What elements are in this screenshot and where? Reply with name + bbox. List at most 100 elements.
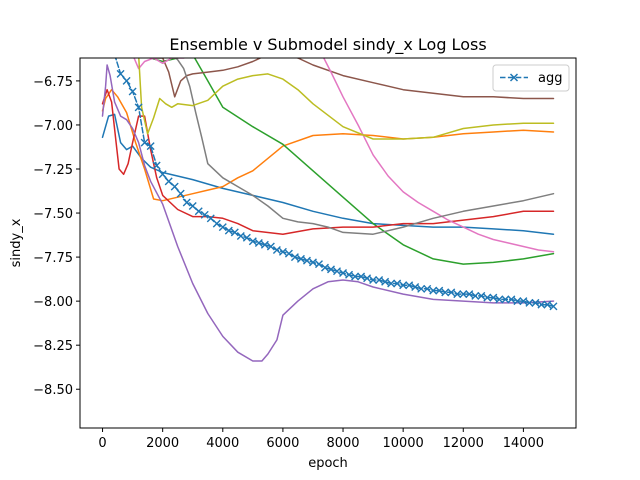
agg-point-marker xyxy=(429,286,438,295)
agg-point-marker xyxy=(453,290,462,299)
agg-point-marker xyxy=(134,103,143,112)
agg-point-marker xyxy=(212,219,221,228)
agg-point-marker xyxy=(483,293,492,302)
y-tick-label: −6.75 xyxy=(33,75,73,90)
x-tick-label: 6000 xyxy=(266,436,299,451)
agg-point-marker xyxy=(423,284,432,293)
agg-point-marker xyxy=(537,300,546,309)
agg-point-marker xyxy=(369,276,378,284)
y-tick-label: −8.25 xyxy=(33,339,73,354)
x-tick-label: 10000 xyxy=(382,436,423,451)
agg-point-marker xyxy=(176,189,185,198)
agg-point-marker xyxy=(242,233,251,242)
agg-point-marker xyxy=(345,270,354,279)
agg-point-marker xyxy=(333,267,342,276)
agg-point-marker xyxy=(266,242,275,251)
legend-label-agg: agg xyxy=(538,71,562,86)
agg-point-marker xyxy=(411,283,420,292)
agg-point-marker xyxy=(459,290,468,299)
legend-box xyxy=(492,64,570,92)
x-tick-label: 12000 xyxy=(443,436,484,451)
agg-point-marker xyxy=(260,240,269,249)
agg-point-marker xyxy=(314,260,323,269)
agg-point-marker xyxy=(393,279,402,288)
agg-point-marker xyxy=(471,291,480,300)
agg-point-marker xyxy=(200,210,209,219)
agg-point-marker xyxy=(387,279,396,288)
agg-point-marker xyxy=(116,69,125,78)
agg-point-marker xyxy=(417,284,426,293)
agg-point-marker xyxy=(381,277,390,286)
y-tick-label: −8.50 xyxy=(33,383,73,398)
agg-point-marker xyxy=(447,288,456,297)
agg-point-marker xyxy=(296,254,305,263)
series-line-submodel xyxy=(133,58,555,253)
agg-point-marker xyxy=(308,258,317,267)
agg-point-marker xyxy=(182,198,191,207)
agg-point-marker xyxy=(549,302,558,311)
plot-frame xyxy=(79,57,577,429)
series-line-submodel xyxy=(138,58,555,140)
agg-point-marker xyxy=(248,237,257,246)
agg-point-marker xyxy=(525,298,534,307)
series-line-submodel xyxy=(101,64,555,362)
series-layer xyxy=(101,58,558,362)
agg-point-marker xyxy=(375,276,384,284)
legend: agg xyxy=(492,64,570,92)
agg-point-marker xyxy=(302,256,311,265)
agg-point-marker xyxy=(152,161,161,170)
agg-point-marker xyxy=(435,286,444,295)
x-tick-label: 2000 xyxy=(146,436,179,451)
agg-point-marker xyxy=(218,223,227,232)
legend-marker-agg xyxy=(509,73,519,82)
y-tick-label: −7.50 xyxy=(33,207,73,222)
agg-point-marker xyxy=(290,253,299,262)
agg-point-marker xyxy=(357,272,366,281)
y-axis: −8.50 −8.25 −8.00 −7.75 −7.50 −7.25 −7.00 −6.75 xyxy=(33,75,80,398)
y-tick-label: −7.25 xyxy=(33,163,73,178)
agg-point-marker xyxy=(507,295,516,304)
agg-point-marker xyxy=(122,76,131,85)
y-tick-label: −7.75 xyxy=(33,251,73,266)
x-tick-label: 14000 xyxy=(503,436,544,451)
agg-point-marker xyxy=(236,231,245,240)
agg-point-marker xyxy=(194,207,203,216)
x-axis-title: epoch xyxy=(308,456,348,471)
agg-point-marker xyxy=(501,295,510,304)
agg-point-marker xyxy=(146,142,155,151)
agg-point-marker xyxy=(495,295,504,304)
x-tick-label: 0 xyxy=(98,436,106,451)
agg-point-marker xyxy=(351,272,360,281)
agg-point-marker xyxy=(477,291,486,300)
y-tick-label: −7.00 xyxy=(33,119,73,134)
agg-point-marker xyxy=(320,263,329,272)
agg-point-marker xyxy=(519,297,528,306)
agg-point-marker xyxy=(399,281,408,290)
agg-point-marker xyxy=(489,293,498,302)
agg-point-marker xyxy=(441,288,450,297)
agg-point-marker xyxy=(254,239,263,247)
agg-point-marker xyxy=(224,226,233,235)
agg-point-marker xyxy=(230,228,239,237)
x-tick-label: 4000 xyxy=(206,436,239,451)
y-tick-label: −8.00 xyxy=(33,295,73,310)
agg-point-marker xyxy=(272,246,281,255)
agg-point-marker xyxy=(128,87,137,96)
series-line-submodel xyxy=(155,58,555,100)
agg-point-marker xyxy=(363,274,372,283)
agg-point-marker xyxy=(513,297,522,306)
series-line-submodel xyxy=(174,58,555,235)
agg-point-marker xyxy=(284,249,293,258)
agg-point-marker xyxy=(339,268,348,277)
agg-point-marker xyxy=(327,265,336,274)
agg-point-marker xyxy=(278,247,287,256)
x-axis: 0 2000 4000 6000 8000 10000 12000 14000 xyxy=(98,428,544,451)
x-tick-label: 8000 xyxy=(326,436,359,451)
agg-point-marker xyxy=(531,298,540,307)
chart-title: Ensemble v Submodel sindy_x Log Loss xyxy=(169,35,486,55)
series-line-submodel xyxy=(101,113,555,235)
agg-point-marker xyxy=(170,182,179,191)
agg-point-marker xyxy=(405,281,414,290)
agg-point-marker xyxy=(543,300,552,309)
